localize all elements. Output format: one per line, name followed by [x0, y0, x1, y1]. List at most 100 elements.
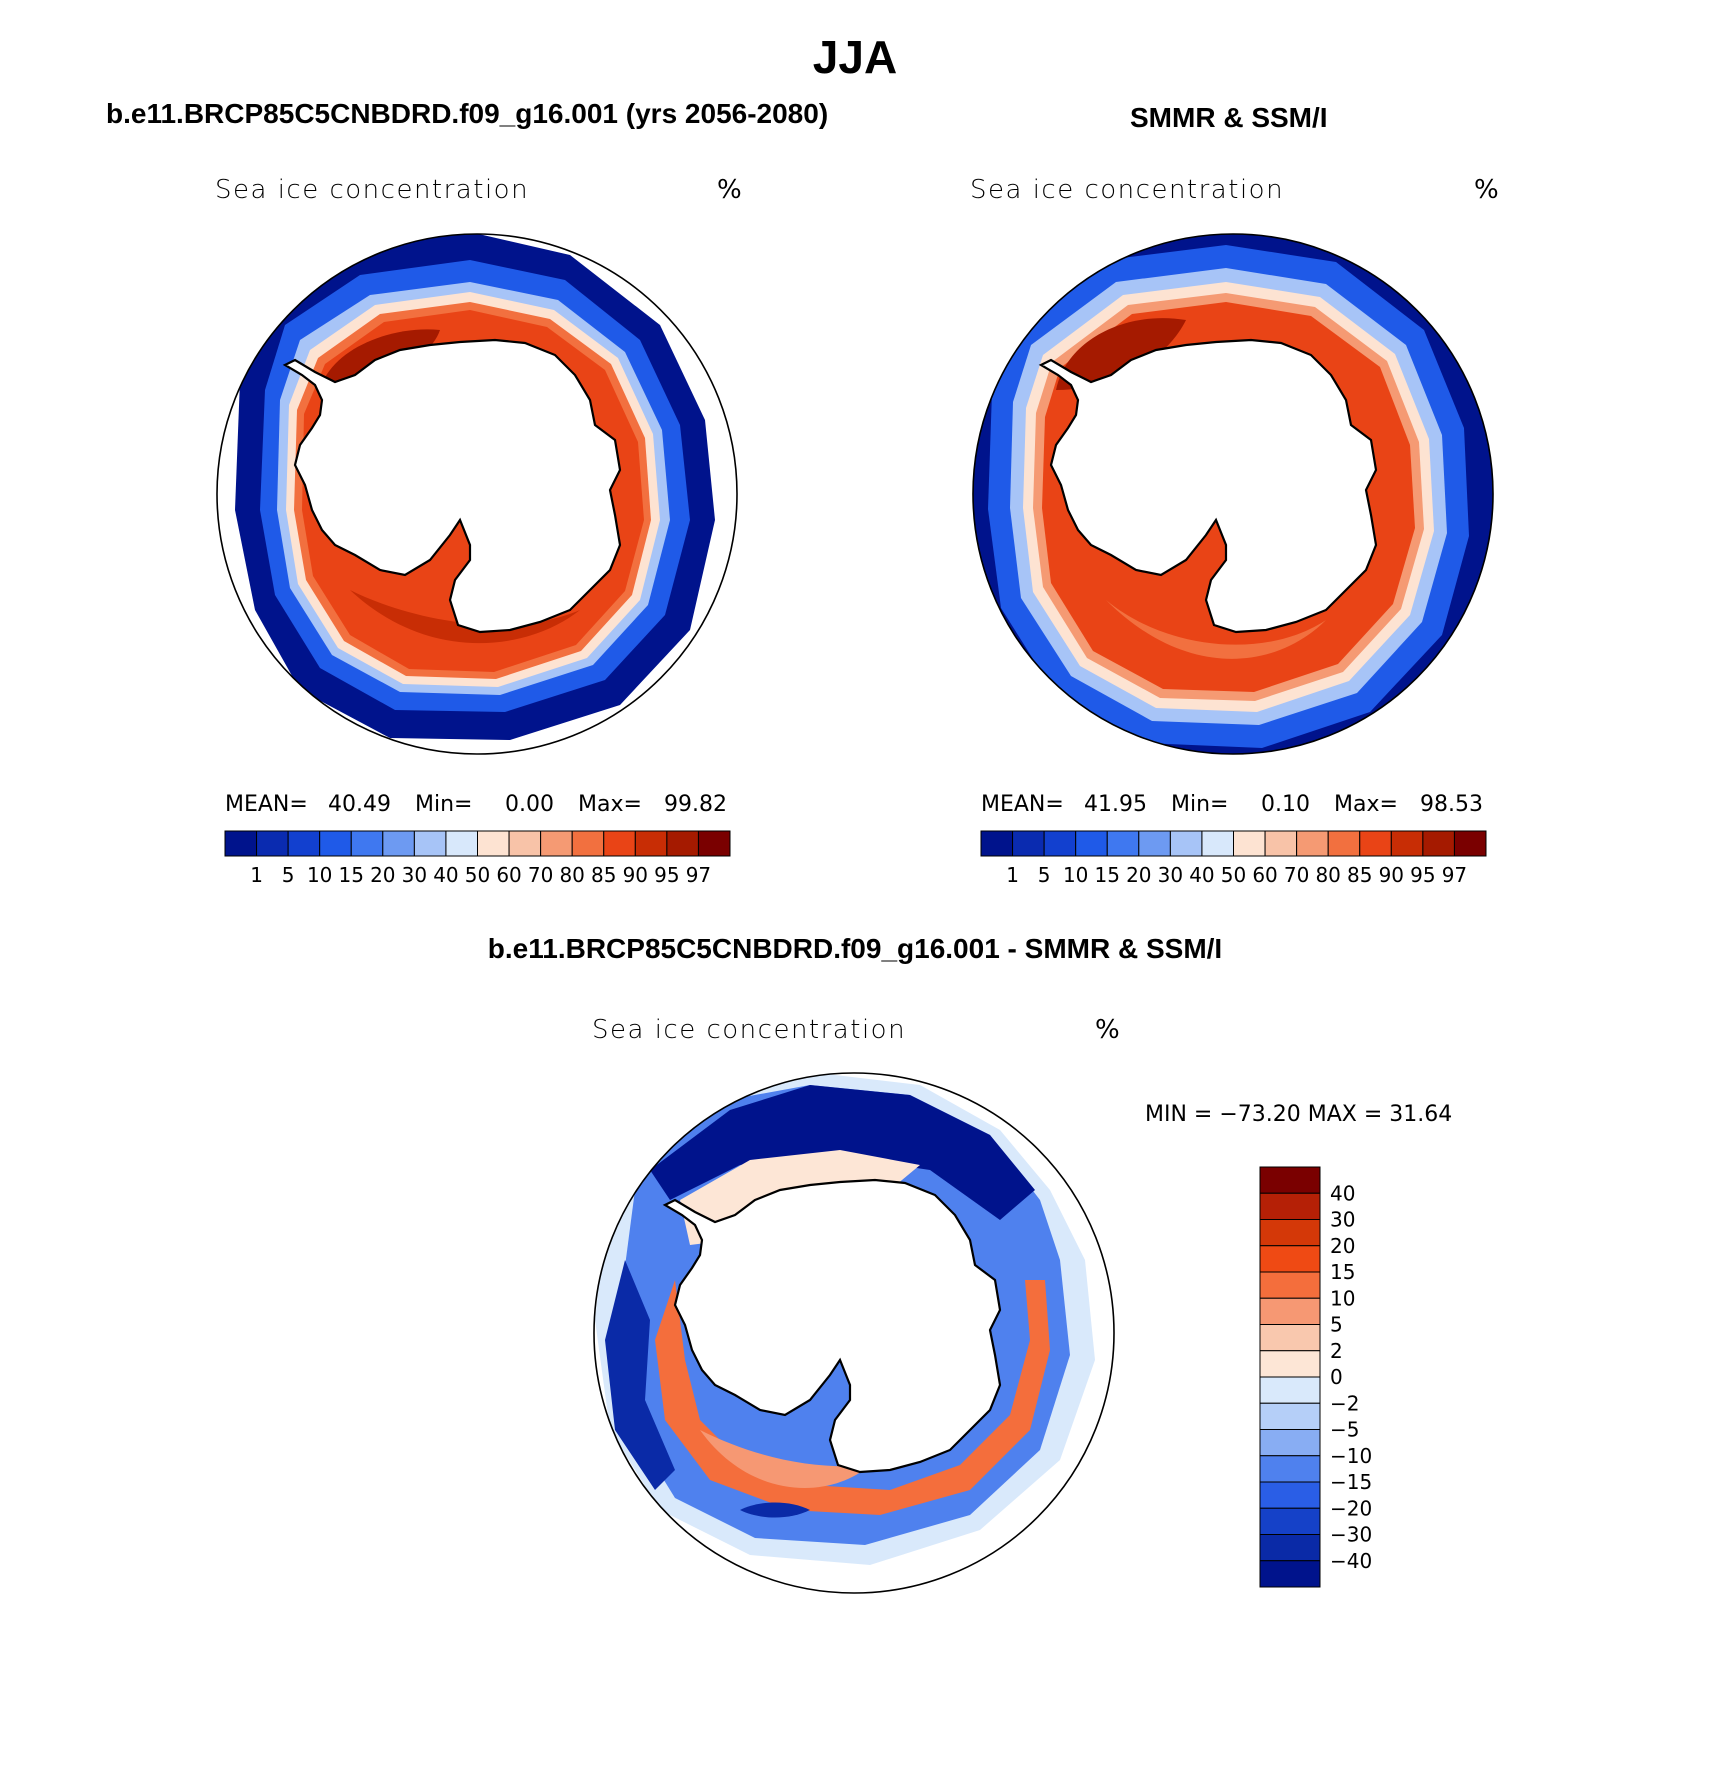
obs-colorbar-tick-label: 40: [1189, 863, 1214, 887]
model-colorbar-swatch: [445, 830, 478, 857]
diff-colorbar-tick-label: 30: [1330, 1208, 1355, 1232]
model-colorbar-tick-label: 5: [282, 863, 295, 887]
diff-colorbar-tick-label: −20: [1330, 1496, 1372, 1520]
diff-panel-title: b.e11.BRCP85C5CNBDRD.f09_g16.001 - SMMR …: [487, 933, 1223, 964]
obs-mean-label: MEAN=: [981, 792, 1064, 817]
obs-colorbar-swatch: [1169, 830, 1203, 857]
obs-min-label: Min=: [1171, 792, 1229, 817]
diff-colorbar-tick-label: 10: [1330, 1286, 1355, 1310]
obs-colorbar-swatch: [1390, 830, 1424, 857]
obs-unit-label: %: [1474, 175, 1499, 205]
obs-colorbar-swatch: [1201, 830, 1234, 857]
model-max-label: Max=: [578, 792, 642, 817]
diff-colorbar-tick-label: 5: [1330, 1313, 1343, 1337]
obs-colorbar-tick-label: 95: [1410, 863, 1435, 887]
diff-colorbar-tick-label: −40: [1330, 1549, 1372, 1573]
obs-colorbar-tick-label: 30: [1158, 863, 1183, 887]
obs-colorbar-swatch: [1075, 830, 1108, 857]
diff-colorbar-swatch: [1259, 1429, 1321, 1457]
diff-colorbar-swatch: [1259, 1245, 1321, 1273]
obs-map: [972, 233, 1494, 755]
diff-unit-label: %: [1095, 1015, 1120, 1045]
model-colorbar-swatch: [571, 830, 605, 857]
model-colorbar-swatch: [603, 830, 636, 857]
obs-colorbar-tick-label: 90: [1379, 863, 1404, 887]
model-band-95-ross: [350, 590, 580, 644]
diff-colorbar-tick-label: −2: [1330, 1391, 1359, 1415]
figure-title: JJA: [812, 31, 898, 83]
diff-colorbar-swatch: [1259, 1192, 1321, 1220]
diff-colorbar-swatch: [1259, 1534, 1321, 1562]
model-colorbar-swatch: [697, 830, 731, 857]
obs-band-85-ross: [1106, 600, 1326, 659]
obs-colorbar-tick-label: 20: [1126, 863, 1151, 887]
model-max-value: 99.82: [664, 792, 727, 817]
diff-colorbar-tick-label: −10: [1330, 1444, 1372, 1468]
diff-colorbar-tick-label: 40: [1330, 1181, 1355, 1205]
obs-colorbar-tick-label: 60: [1252, 863, 1277, 887]
obs-colorbar-swatch: [1327, 830, 1361, 857]
diff-band-5-ross: [700, 1430, 870, 1488]
obs-colorbar-swatch: [1233, 830, 1266, 857]
obs-colorbar-tick-label: 70: [1284, 863, 1309, 887]
obs-colorbar-tick-label: 10: [1063, 863, 1088, 887]
model-colorbar-swatch: [666, 830, 699, 857]
model-variable-label: Sea ice concentration: [215, 175, 530, 205]
obs-max-label: Max=: [1334, 792, 1398, 817]
obs-colorbar-swatch: [1453, 830, 1487, 857]
diff-colorbar-swatch: [1259, 1297, 1321, 1325]
obs-colorbar-swatch: [1043, 830, 1077, 857]
model-colorbar-swatch: [634, 830, 668, 857]
diff-map-border: [593, 1072, 1115, 1594]
diff-colorbar-tick-label: −5: [1330, 1418, 1359, 1442]
obs-max-value: 98.53: [1420, 792, 1483, 817]
model-colorbar-tick-label: 20: [370, 863, 395, 887]
model-colorbar-tick-label: 90: [623, 863, 648, 887]
diff-colorbar-swatch: [1259, 1455, 1321, 1483]
model-colorbar-tick-label: 85: [591, 863, 616, 887]
model-colorbar-swatch: [256, 830, 289, 857]
obs-colorbar-tick-label: 97: [1442, 863, 1467, 887]
diff-map: [593, 1072, 1115, 1594]
obs-colorbar-swatch: [1106, 830, 1140, 857]
obs-variable-label: Sea ice concentration: [970, 175, 1285, 205]
model-colorbar-tick-label: 40: [433, 863, 458, 887]
model-mean-label: MEAN=: [225, 792, 308, 817]
model-min-label: Min=: [415, 792, 473, 817]
diff-colorbar-tick-label: 0: [1330, 1365, 1343, 1389]
obs-min-value: 0.10: [1261, 792, 1310, 817]
model-map-border: [216, 233, 738, 755]
obs-mean-value: 41.95: [1084, 792, 1147, 817]
obs-map-border: [972, 233, 1494, 755]
diff-colorbar-swatch: [1259, 1350, 1321, 1378]
obs-colorbar-tick-label: 50: [1221, 863, 1246, 887]
obs-colorbar-tick-label: 15: [1095, 863, 1120, 887]
obs-colorbar-swatch: [1296, 830, 1329, 857]
model-mean-value: 40.49: [328, 792, 391, 817]
diff-colorbar-swatch: [1259, 1481, 1321, 1509]
model-colorbar-tick-label: 50: [465, 863, 490, 887]
diff-colorbar-tick-label: 15: [1330, 1260, 1355, 1284]
obs-colorbar: 1 5 10 15 20 30 40 50 60 70 80 85 90 95 97: [980, 830, 1487, 887]
model-colorbar-tick-label: 80: [559, 863, 584, 887]
diff-colorbar-tick-label: 2: [1330, 1339, 1343, 1363]
obs-colorbar-swatch: [980, 830, 1014, 857]
model-colorbar: 1 5 10 15 20 30 40 50 60 70 80 85 90 95 97: [224, 830, 731, 887]
model-colorbar-swatch: [350, 830, 384, 857]
model-colorbar-tick-label: 30: [402, 863, 427, 887]
diff-colorbar-swatch: [1259, 1219, 1321, 1247]
obs-colorbar-swatch: [1264, 830, 1298, 857]
diff-colorbar-swatch: [1259, 1324, 1321, 1352]
diff-colorbar-swatch: [1259, 1271, 1321, 1299]
model-colorbar-swatch: [287, 830, 321, 857]
model-colorbar-swatch: [382, 830, 415, 857]
model-panel-title: b.e11.BRCP85C5CNBDRD.f09_g16.001 (yrs 20…: [106, 98, 829, 129]
diff-variable-label: Sea ice concentration: [592, 1015, 907, 1045]
model-unit-label: %: [717, 175, 742, 205]
model-colorbar-tick-label: 70: [528, 863, 553, 887]
model-colorbar-swatch: [319, 830, 352, 857]
obs-colorbar-tick-label: 5: [1038, 863, 1051, 887]
model-colorbar-tick-label: 97: [686, 863, 711, 887]
